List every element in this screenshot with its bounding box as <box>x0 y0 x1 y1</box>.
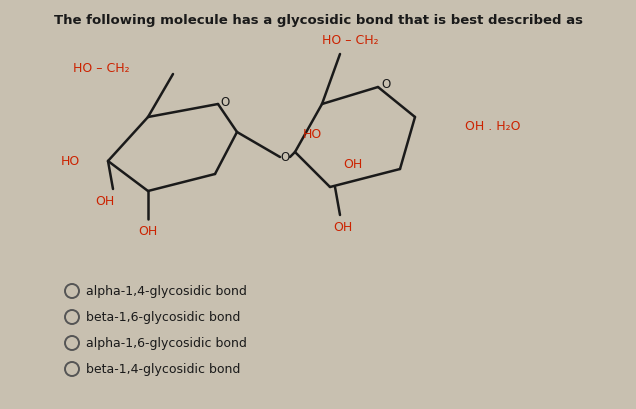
Text: O: O <box>280 151 289 164</box>
Text: alpha-1,4-glycosidic bond: alpha-1,4-glycosidic bond <box>86 285 247 298</box>
Text: OH: OH <box>95 195 114 208</box>
Text: OH: OH <box>333 221 352 234</box>
Text: O: O <box>382 78 391 91</box>
Text: beta-1,6-glycosidic bond: beta-1,6-glycosidic bond <box>86 311 240 324</box>
Text: HO: HO <box>61 155 80 168</box>
Text: HO – CH₂: HO – CH₂ <box>322 34 378 46</box>
Text: alpha-1,6-glycosidic bond: alpha-1,6-glycosidic bond <box>86 337 247 350</box>
Text: beta-1,4-glycosidic bond: beta-1,4-glycosidic bond <box>86 363 240 375</box>
Text: O: O <box>221 95 230 108</box>
Text: OH: OH <box>139 225 158 238</box>
Text: OH: OH <box>343 158 363 171</box>
Text: HO: HO <box>303 128 322 141</box>
Text: HO – CH₂: HO – CH₂ <box>73 61 130 74</box>
Text: OH . H₂O: OH . H₂O <box>465 119 520 132</box>
Text: The following molecule has a glycosidic bond that is best described as: The following molecule has a glycosidic … <box>53 14 583 27</box>
